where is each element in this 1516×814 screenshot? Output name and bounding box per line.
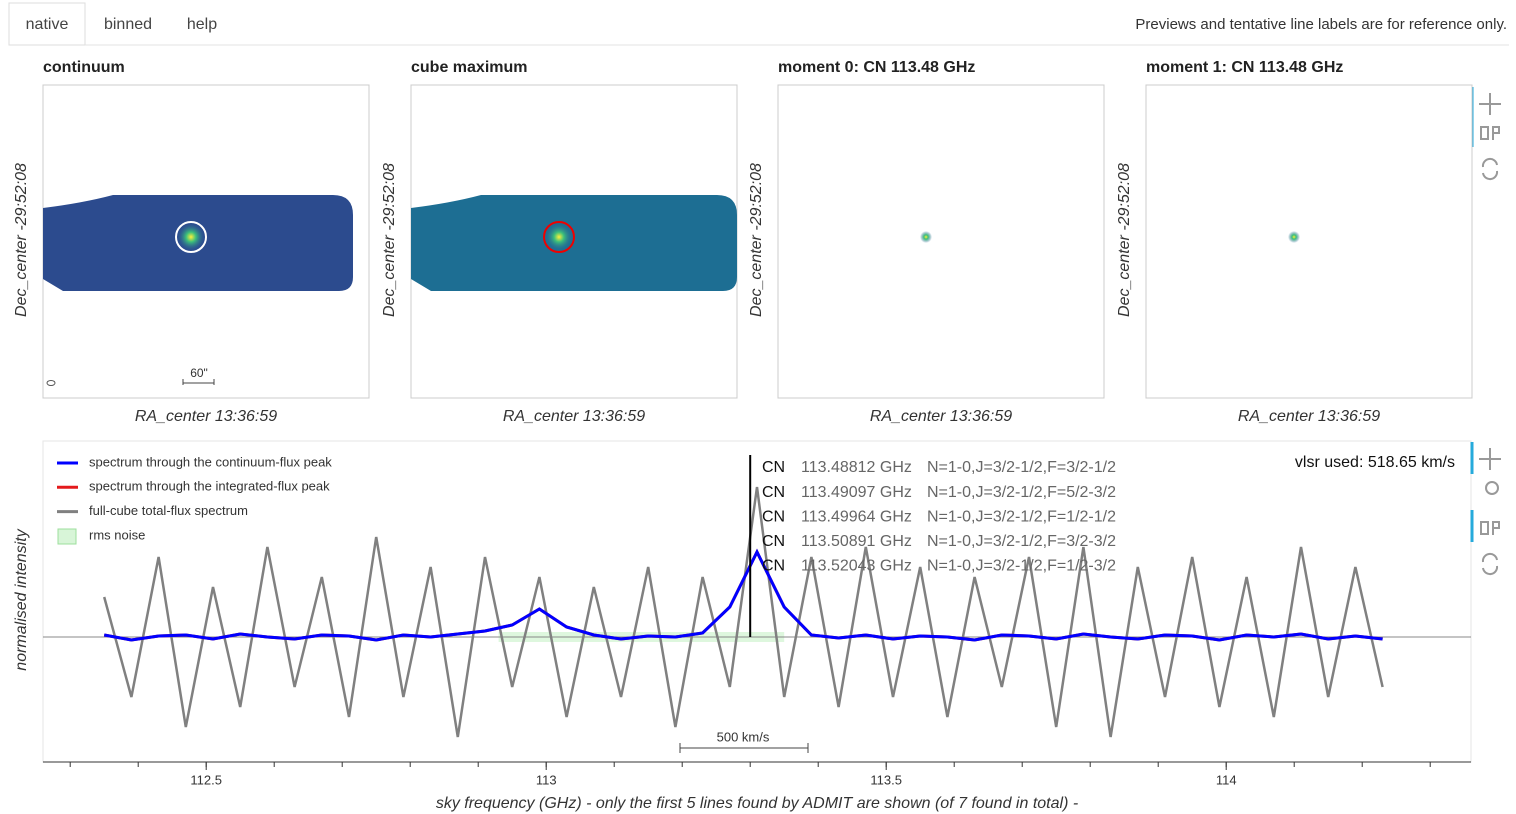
- scalebar-label: 60": [190, 366, 208, 380]
- legend-label: spectrum through the continuum-flux peak: [89, 454, 332, 469]
- x-tick-label: 113.5: [870, 772, 902, 787]
- pan-tool[interactable]: [1479, 448, 1501, 470]
- scalebar: [182, 379, 215, 385]
- spectrum-line: [102, 486, 1384, 738]
- image: [411, 195, 737, 291]
- line-species: CN: [762, 459, 785, 476]
- line-species: CN: [762, 558, 785, 575]
- line-transition: N=1-0,J=3/2-1/2,F=1/2-3/2: [927, 558, 1116, 575]
- legend-swatch: [57, 528, 77, 545]
- panel-title: moment 1: CN 113.48 GHz: [1146, 59, 1343, 76]
- tab-active: [8, 2, 86, 46]
- line-frequency: 113.52043 GHz: [801, 558, 912, 575]
- y-axis-label: Dec_center -29:52:08: [13, 163, 30, 317]
- x-tick-label: 114: [1216, 772, 1237, 787]
- tab[interactable]: help: [187, 16, 217, 33]
- beam: [46, 380, 56, 386]
- wheel-zoom-tool[interactable]: [1480, 521, 1500, 535]
- x-axis-label: RA_center 13:36:59: [503, 408, 645, 425]
- x-axis-label: sky frequency (GHz) - only the first 5 l…: [436, 795, 1078, 812]
- line-frequency: 113.49097 GHz: [801, 484, 912, 501]
- panel-title: continuum: [43, 59, 125, 76]
- image-frame: [777, 84, 1105, 399]
- pan-tool[interactable]: [1479, 93, 1501, 115]
- scalebar-label: 500 km/s: [717, 729, 770, 744]
- y-axis-label: Dec_center -29:52:08: [748, 163, 765, 317]
- y-axis-label: Dec_center -29:52:08: [381, 163, 398, 317]
- line-transition: N=1-0,J=3/2-1/2,F=3/2-1/2: [927, 459, 1116, 476]
- source: [920, 231, 932, 243]
- line-frequency: 113.49964 GHz: [801, 508, 912, 525]
- legend-label: full-cube total-flux spectrum: [89, 503, 248, 518]
- tab[interactable]: binned: [104, 16, 152, 33]
- vlsr: vlsr used: 518.65 km/s: [1295, 454, 1455, 471]
- note: Previews and tentative line labels are f…: [1135, 16, 1507, 33]
- y-axis-label: normalised intensity: [13, 528, 30, 670]
- reset-tool[interactable]: [1481, 552, 1499, 576]
- aperture: [175, 221, 207, 253]
- line-transition: N=1-0,J=3/2-1/2,F=5/2-3/2: [927, 484, 1116, 501]
- line-frequency: 113.48812 GHz: [801, 459, 912, 476]
- line-frequency: 113.50891 GHz: [801, 533, 912, 550]
- line-species: CN: [762, 484, 785, 501]
- scalebar: [679, 743, 809, 753]
- legend-label: rms noise: [89, 527, 145, 542]
- x-axis-label: RA_center 13:36:59: [870, 408, 1012, 425]
- line-transition: N=1-0,J=3/2-1/2,F=3/2-3/2: [927, 533, 1116, 550]
- x-tick-label: 113: [536, 772, 557, 787]
- spectrum-line: [103, 548, 1383, 642]
- tab[interactable]: native: [26, 16, 69, 33]
- panel-title: cube maximum: [411, 59, 527, 76]
- wheel-zoom-tool[interactable]: [1480, 126, 1500, 140]
- source: [1288, 231, 1300, 243]
- panel-title: moment 0: CN 113.48 GHz: [778, 59, 975, 76]
- aperture: [543, 221, 575, 253]
- line-species: CN: [762, 533, 785, 550]
- line-transition: N=1-0,J=3/2-1/2,F=1/2-1/2: [927, 508, 1116, 525]
- source: [545, 223, 573, 251]
- reset-tool[interactable]: [1481, 157, 1499, 181]
- line-species: CN: [762, 508, 785, 525]
- y-axis-label: Dec_center -29:52:08: [1116, 163, 1133, 317]
- legend-label: spectrum through the integrated-flux pea…: [89, 479, 330, 494]
- source: [177, 223, 205, 251]
- x-axis-label: RA_center 13:36:59: [1238, 408, 1380, 425]
- x-tick-label: 112.5: [190, 772, 222, 787]
- image-frame: [1145, 84, 1473, 399]
- zoom-tool[interactable]: [1485, 481, 1499, 495]
- x-axis-label: RA_center 13:36:59: [135, 408, 277, 425]
